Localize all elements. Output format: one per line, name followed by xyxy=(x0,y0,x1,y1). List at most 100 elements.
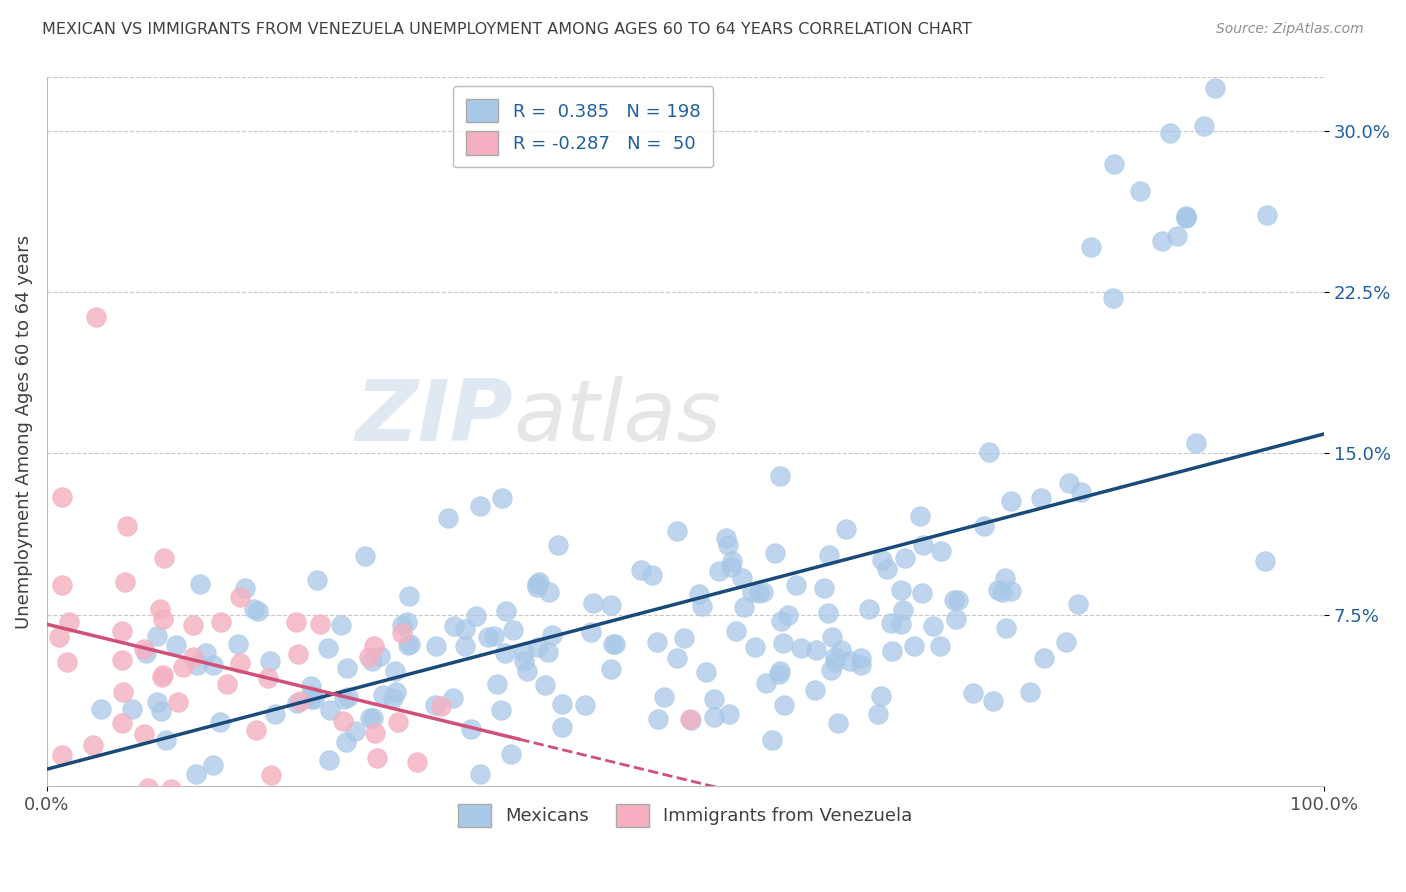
Point xyxy=(502,624,524,638)
Point xyxy=(465,609,488,624)
Point xyxy=(1057,475,1080,490)
Point xyxy=(1070,484,1092,499)
Point xyxy=(1152,234,1174,248)
Point xyxy=(763,546,786,560)
Point xyxy=(748,586,770,600)
Point xyxy=(1166,228,1188,243)
Point xyxy=(600,662,623,676)
Point xyxy=(717,706,740,721)
Point xyxy=(172,660,194,674)
Point xyxy=(773,698,796,712)
Point xyxy=(152,668,174,682)
Point xyxy=(945,612,967,626)
Point xyxy=(1000,584,1022,599)
Point xyxy=(1256,208,1278,222)
Point xyxy=(830,642,852,657)
Point xyxy=(318,753,340,767)
Point xyxy=(155,733,177,747)
Point xyxy=(688,587,710,601)
Point xyxy=(443,619,465,633)
Point xyxy=(285,696,308,710)
Point xyxy=(835,523,858,537)
Point xyxy=(354,549,377,564)
Point xyxy=(90,701,112,715)
Point xyxy=(285,615,308,629)
Point xyxy=(820,663,842,677)
Point xyxy=(1067,597,1090,611)
Point xyxy=(770,614,793,628)
Point xyxy=(299,679,322,693)
Point xyxy=(301,688,323,702)
Point xyxy=(423,698,446,713)
Point xyxy=(672,632,695,646)
Text: ZIP: ZIP xyxy=(356,376,513,459)
Point xyxy=(86,310,108,325)
Point xyxy=(243,602,266,616)
Point xyxy=(441,690,464,705)
Point xyxy=(181,618,204,632)
Point xyxy=(288,693,311,707)
Point xyxy=(785,577,807,591)
Point xyxy=(468,499,491,513)
Point xyxy=(405,796,427,810)
Point xyxy=(233,581,256,595)
Point xyxy=(574,698,596,712)
Point xyxy=(430,698,453,713)
Point xyxy=(319,703,342,717)
Point xyxy=(495,604,517,618)
Point xyxy=(551,720,574,734)
Point xyxy=(363,640,385,654)
Point xyxy=(454,639,477,653)
Point xyxy=(827,716,849,731)
Point xyxy=(335,734,357,748)
Point xyxy=(733,600,755,615)
Point xyxy=(329,618,352,632)
Point xyxy=(436,510,458,524)
Point xyxy=(1129,184,1152,198)
Point xyxy=(824,655,846,669)
Point xyxy=(679,712,702,726)
Point xyxy=(361,711,384,725)
Point xyxy=(209,714,232,729)
Point xyxy=(769,664,792,678)
Point xyxy=(406,755,429,769)
Point xyxy=(165,638,187,652)
Point xyxy=(114,574,136,589)
Point xyxy=(332,714,354,728)
Point xyxy=(336,660,359,674)
Point xyxy=(981,694,1004,708)
Point xyxy=(817,607,839,621)
Point xyxy=(361,654,384,668)
Point xyxy=(890,583,912,598)
Point xyxy=(371,688,394,702)
Point xyxy=(246,604,269,618)
Point xyxy=(1080,239,1102,253)
Text: atlas: atlas xyxy=(513,376,721,459)
Point xyxy=(384,664,406,678)
Point xyxy=(666,524,689,538)
Point xyxy=(714,531,737,545)
Point xyxy=(396,639,419,653)
Point xyxy=(720,554,742,568)
Point xyxy=(1000,493,1022,508)
Point xyxy=(186,766,208,780)
Point xyxy=(110,624,132,638)
Point xyxy=(111,653,134,667)
Point xyxy=(652,690,675,704)
Point xyxy=(513,645,536,659)
Point xyxy=(1054,634,1077,648)
Point xyxy=(470,766,492,780)
Point xyxy=(295,801,318,815)
Point xyxy=(491,491,513,505)
Point xyxy=(309,617,332,632)
Point xyxy=(731,571,754,585)
Text: Source: ZipAtlas.com: Source: ZipAtlas.com xyxy=(1216,22,1364,37)
Point xyxy=(153,550,176,565)
Point xyxy=(229,590,252,604)
Point xyxy=(263,707,285,722)
Point xyxy=(398,637,420,651)
Point xyxy=(537,645,560,659)
Point xyxy=(134,727,156,741)
Point xyxy=(994,571,1017,585)
Point xyxy=(1019,684,1042,698)
